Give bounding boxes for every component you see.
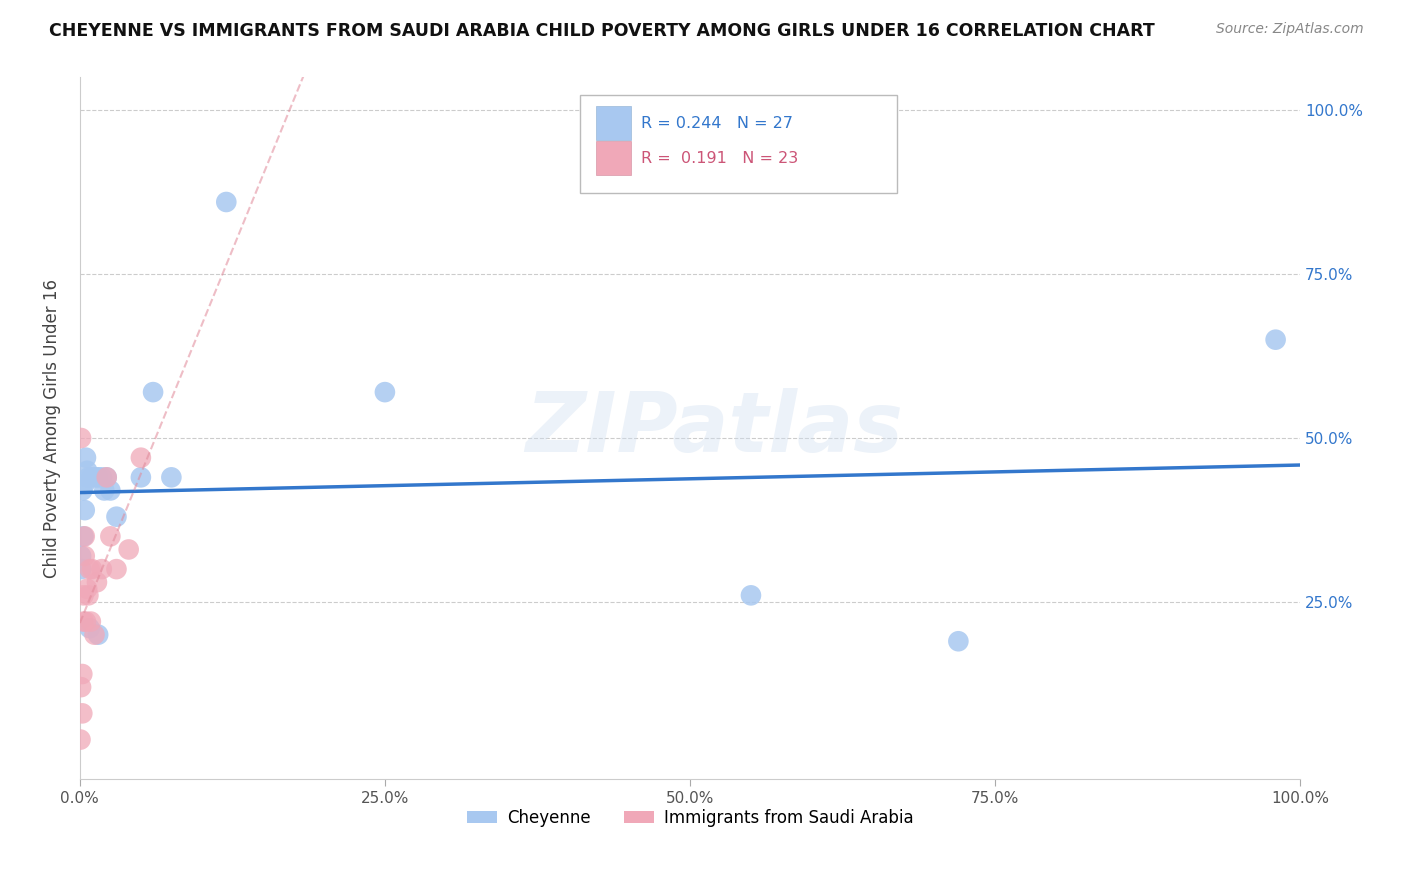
Point	[100, 483, 122, 498]
Point	[72, 483, 94, 498]
Point	[105, 562, 128, 576]
FancyBboxPatch shape	[596, 106, 631, 140]
Point	[80, 615, 103, 629]
Point	[118, 542, 141, 557]
Text: Source: ZipAtlas.com: Source: ZipAtlas.com	[1216, 22, 1364, 37]
Legend: Cheyenne, Immigrants from Saudi Arabia: Cheyenne, Immigrants from Saudi Arabia	[460, 803, 920, 834]
Point	[740, 588, 762, 602]
Y-axis label: Child Poverty Among Girls Under 16: Child Poverty Among Girls Under 16	[44, 278, 60, 578]
Point	[70, 549, 93, 563]
Point	[73, 549, 96, 563]
Text: ZIPatlas: ZIPatlas	[526, 388, 903, 468]
FancyBboxPatch shape	[581, 95, 897, 194]
Point	[77, 470, 100, 484]
Text: CHEYENNE VS IMMIGRANTS FROM SAUDI ARABIA CHILD POVERTY AMONG GIRLS UNDER 16 CORR: CHEYENNE VS IMMIGRANTS FROM SAUDI ARABIA…	[49, 22, 1154, 40]
Point	[75, 615, 97, 629]
Point	[73, 476, 96, 491]
Point	[76, 582, 98, 596]
Point	[80, 470, 103, 484]
Point	[80, 562, 103, 576]
Point	[79, 621, 101, 635]
Point	[73, 529, 96, 543]
Point	[75, 450, 97, 465]
Point	[129, 450, 152, 465]
Point	[1264, 333, 1286, 347]
Point	[77, 588, 100, 602]
Point	[160, 470, 183, 484]
Text: R =  0.191   N = 23: R = 0.191 N = 23	[641, 151, 799, 166]
Point	[72, 615, 94, 629]
Point	[83, 628, 105, 642]
Point	[70, 680, 93, 694]
Point	[105, 509, 128, 524]
Text: R = 0.244   N = 27: R = 0.244 N = 27	[641, 116, 793, 130]
Point	[72, 667, 94, 681]
FancyBboxPatch shape	[596, 141, 631, 176]
Point	[374, 385, 396, 400]
Point	[142, 385, 165, 400]
Point	[948, 634, 970, 648]
Point	[215, 194, 238, 209]
Point	[93, 483, 115, 498]
Point	[72, 706, 94, 721]
Point	[72, 588, 94, 602]
Point	[76, 464, 98, 478]
Point	[70, 562, 93, 576]
Point	[86, 575, 108, 590]
Point	[72, 529, 94, 543]
Point	[129, 470, 152, 484]
Point	[96, 470, 118, 484]
Point	[87, 628, 110, 642]
Point	[100, 529, 122, 543]
Point	[96, 470, 118, 484]
Point	[90, 562, 112, 576]
Point	[87, 470, 110, 484]
Point	[84, 470, 107, 484]
Point	[69, 732, 91, 747]
Point	[90, 470, 112, 484]
Point	[73, 503, 96, 517]
Point	[79, 562, 101, 576]
Point	[70, 431, 93, 445]
